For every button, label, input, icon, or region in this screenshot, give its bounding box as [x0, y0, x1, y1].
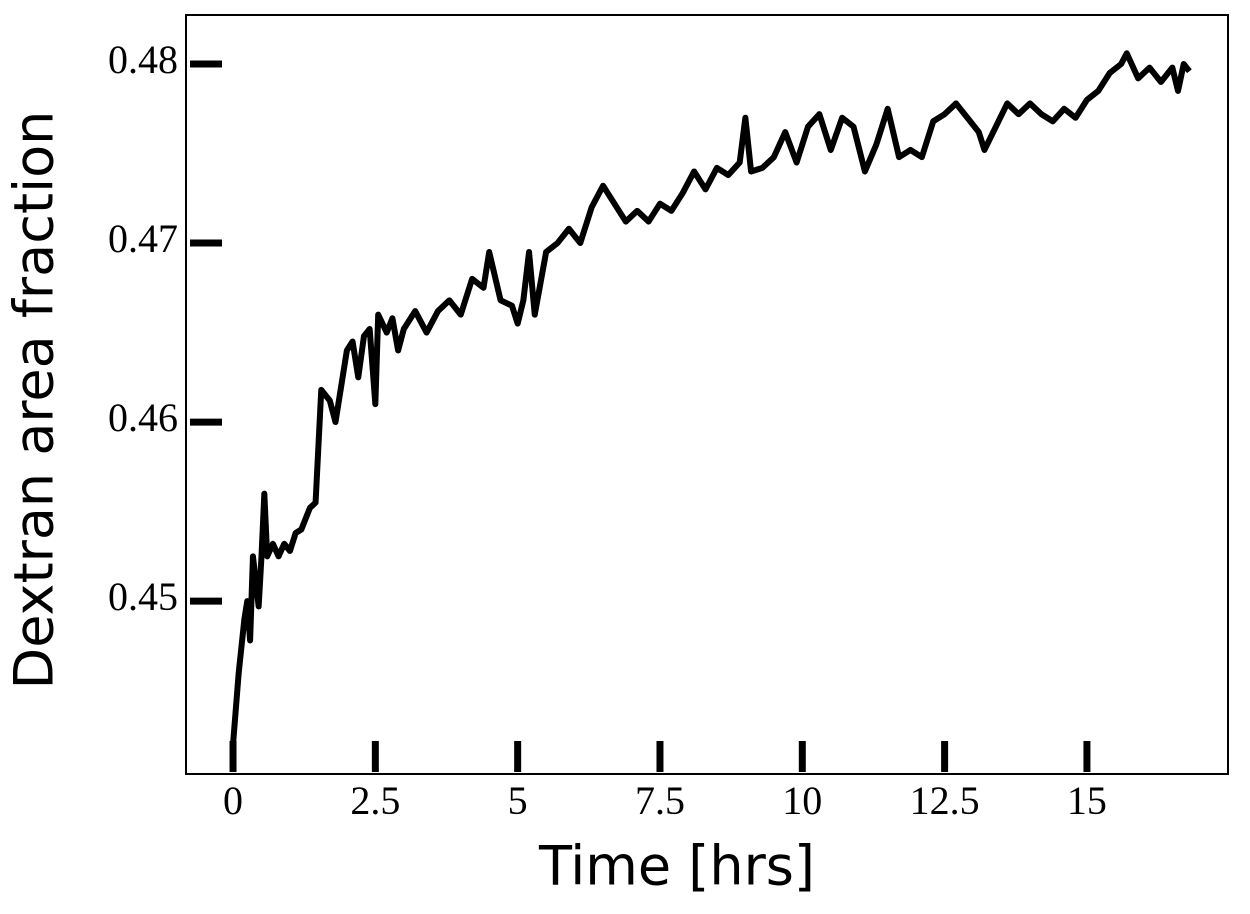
x-tick-label: 5 [508, 778, 528, 823]
y-tick-label: 0.47 [108, 216, 178, 261]
y-axis-label: Dextran area fraction [3, 111, 66, 690]
x-tick-label: 7.5 [635, 778, 685, 823]
x-tick-label: 2.5 [350, 778, 400, 823]
plot-frame [185, 14, 1229, 775]
x-axis-label: Time [hrs] [538, 835, 815, 898]
y-tick-label: 0.45 [108, 574, 178, 619]
x-tick-label: 12.5 [910, 778, 980, 823]
y-tick-label: 0.48 [108, 37, 178, 82]
x-tick-label: 0 [223, 778, 243, 823]
x-tick-label: 15 [1067, 778, 1107, 823]
data-line [230, 50, 1192, 745]
x-tick-label: 10 [782, 778, 822, 823]
y-tick-label: 0.46 [108, 395, 178, 440]
